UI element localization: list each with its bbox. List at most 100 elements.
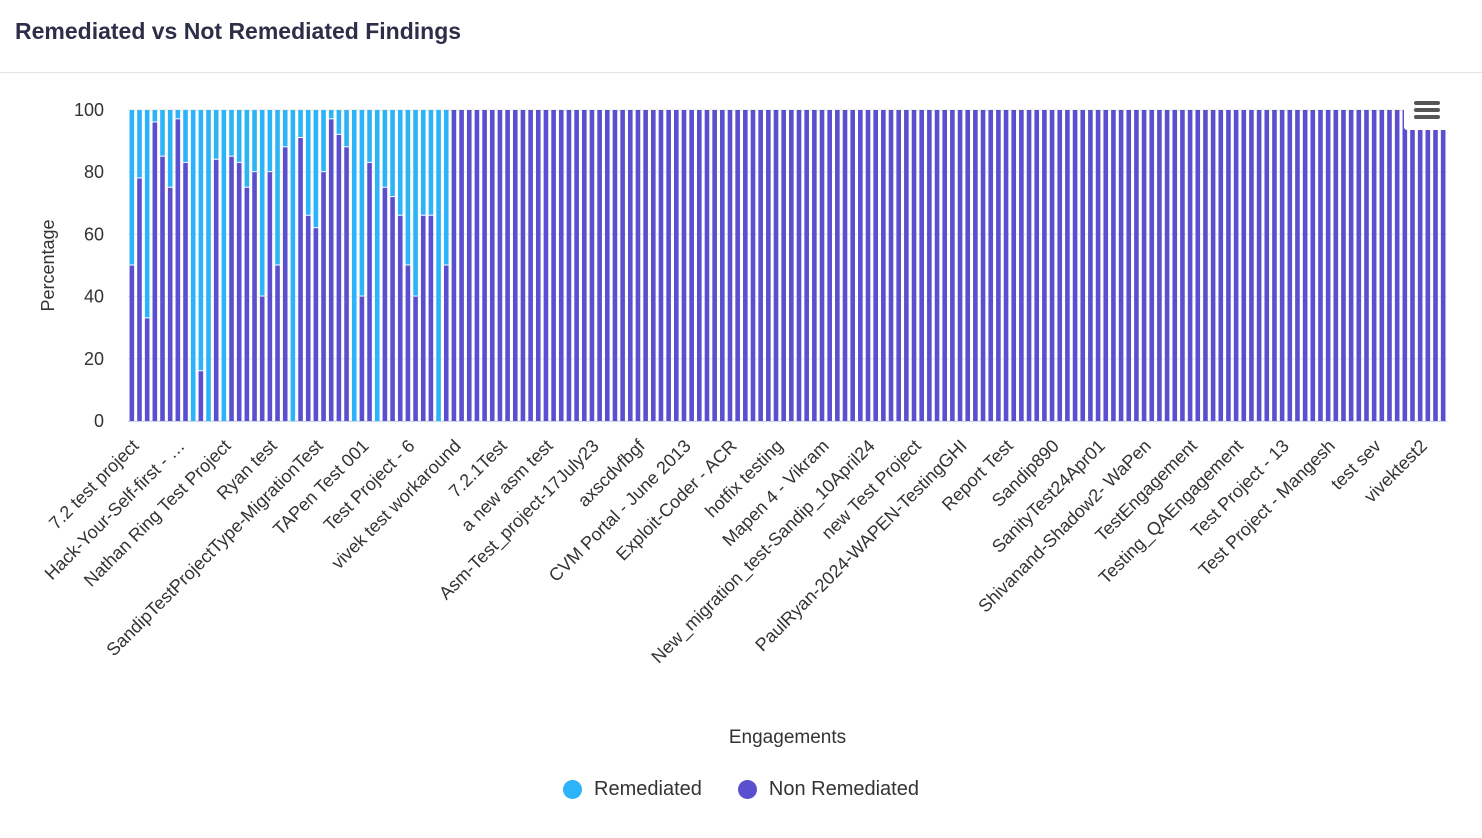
hamburger-menu-icon[interactable] bbox=[1404, 92, 1450, 130]
bar-non-remediated bbox=[1425, 110, 1431, 421]
bar-non-remediated bbox=[459, 110, 464, 421]
legend-item-non-remediated[interactable]: Non Remediated bbox=[737, 778, 919, 801]
bar-non-remediated bbox=[1218, 110, 1224, 421]
bar-non-remediated bbox=[558, 110, 564, 421]
bar-non-remediated bbox=[1134, 110, 1139, 421]
bar-remediated bbox=[282, 110, 288, 147]
legend-item-remediated[interactable]: Remediated bbox=[563, 778, 702, 801]
bar-non-remediated bbox=[1341, 110, 1346, 421]
bar-non-remediated bbox=[827, 110, 832, 421]
bar-non-remediated bbox=[1310, 110, 1316, 421]
bar-non-remediated bbox=[727, 110, 733, 421]
bar-non-remediated bbox=[1026, 110, 1032, 421]
bar-remediated bbox=[167, 110, 173, 187]
bar-non-remediated bbox=[466, 110, 472, 421]
bar-remediated bbox=[328, 110, 334, 119]
bar-non-remediated bbox=[1095, 110, 1101, 421]
bar-remediated bbox=[443, 110, 449, 265]
bar-non-remediated bbox=[489, 110, 495, 421]
bar-remediated bbox=[275, 110, 280, 265]
bar-non-remediated bbox=[750, 110, 756, 421]
bar-non-remediated bbox=[1149, 110, 1155, 421]
bar-non-remediated bbox=[505, 110, 510, 421]
bar-non-remediated bbox=[674, 110, 679, 421]
bar-non-remediated bbox=[543, 110, 549, 421]
bar-non-remediated bbox=[1111, 110, 1116, 421]
bar-remediated bbox=[413, 110, 418, 296]
bar-non-remediated bbox=[1042, 110, 1047, 421]
bar-non-remediated bbox=[1180, 110, 1185, 421]
legend-label-remediated: Remediated bbox=[594, 778, 702, 800]
bar-non-remediated bbox=[1394, 110, 1400, 421]
bar-remediated bbox=[144, 110, 150, 318]
bar-non-remediated bbox=[850, 110, 855, 421]
bar-non-remediated bbox=[259, 296, 265, 421]
bar-non-remediated bbox=[766, 110, 771, 421]
chart-legend: Remediated Non Remediated bbox=[0, 778, 1482, 801]
bar-remediated bbox=[259, 110, 265, 296]
bar-non-remediated bbox=[1264, 110, 1270, 421]
bar-non-remediated bbox=[152, 122, 158, 421]
bar-non-remediated bbox=[313, 228, 319, 421]
chart-title: Remediated vs Not Remediated Findings bbox=[15, 18, 462, 44]
bar-non-remediated bbox=[328, 119, 334, 421]
bar-non-remediated bbox=[474, 110, 480, 421]
bar-non-remediated bbox=[1203, 110, 1208, 421]
bar-non-remediated bbox=[275, 265, 280, 421]
bar-remediated bbox=[175, 110, 181, 119]
bar-remediated bbox=[367, 110, 372, 162]
bar-remediated bbox=[382, 110, 388, 187]
bar-non-remediated bbox=[1233, 110, 1239, 421]
bar-remediated bbox=[313, 110, 319, 228]
y-tick-label: 80 bbox=[84, 162, 104, 182]
legend-dot-non-remediated bbox=[737, 780, 757, 799]
bar-non-remediated bbox=[574, 110, 579, 421]
bar-non-remediated bbox=[244, 187, 250, 421]
bar-non-remediated bbox=[743, 110, 748, 421]
bar-non-remediated bbox=[367, 162, 372, 421]
bar-non-remediated bbox=[451, 110, 457, 421]
bar-non-remediated bbox=[1157, 110, 1162, 421]
legend-dot-remediated bbox=[563, 780, 583, 799]
bar-non-remediated bbox=[1433, 110, 1438, 421]
bar-non-remediated bbox=[405, 265, 411, 421]
bar-non-remediated bbox=[896, 110, 901, 421]
bar-non-remediated bbox=[336, 134, 342, 421]
bar-non-remediated bbox=[1325, 110, 1331, 421]
bar-non-remediated bbox=[1417, 110, 1423, 421]
bar-non-remediated bbox=[597, 110, 602, 421]
bar-non-remediated bbox=[1141, 110, 1147, 421]
bar-non-remediated bbox=[198, 371, 204, 421]
bar-non-remediated bbox=[390, 197, 395, 421]
bar-non-remediated bbox=[213, 159, 219, 421]
bar-non-remediated bbox=[428, 215, 434, 421]
bar-non-remediated bbox=[1371, 110, 1377, 421]
bar-non-remediated bbox=[950, 110, 955, 421]
bar-non-remediated bbox=[704, 110, 710, 421]
bar-non-remediated bbox=[1080, 110, 1086, 421]
bar-non-remediated bbox=[873, 110, 878, 421]
bar-non-remediated bbox=[298, 137, 303, 421]
bar-remediated bbox=[229, 110, 234, 156]
bar-non-remediated bbox=[689, 110, 694, 421]
bar-non-remediated bbox=[382, 187, 388, 421]
y-tick-label: 100 bbox=[74, 100, 104, 120]
bar-non-remediated bbox=[658, 110, 664, 421]
bar-non-remediated bbox=[604, 110, 610, 421]
bar-remediated bbox=[374, 110, 380, 421]
bar-non-remediated bbox=[1379, 110, 1385, 421]
bar-non-remediated bbox=[420, 215, 426, 421]
bar-remediated bbox=[160, 110, 165, 156]
bar-non-remediated bbox=[1226, 110, 1231, 421]
bar-non-remediated bbox=[160, 156, 165, 421]
bar-non-remediated bbox=[758, 110, 763, 421]
bar-non-remediated bbox=[1302, 110, 1308, 421]
bar-non-remediated bbox=[144, 318, 150, 421]
bar-non-remediated bbox=[581, 110, 587, 421]
bar-non-remediated bbox=[175, 119, 181, 421]
chart-header: Remediated vs Not Remediated Findings bbox=[0, 0, 1482, 73]
bar-non-remediated bbox=[934, 110, 940, 421]
bar-non-remediated bbox=[129, 265, 135, 421]
bar-remediated bbox=[267, 110, 273, 172]
